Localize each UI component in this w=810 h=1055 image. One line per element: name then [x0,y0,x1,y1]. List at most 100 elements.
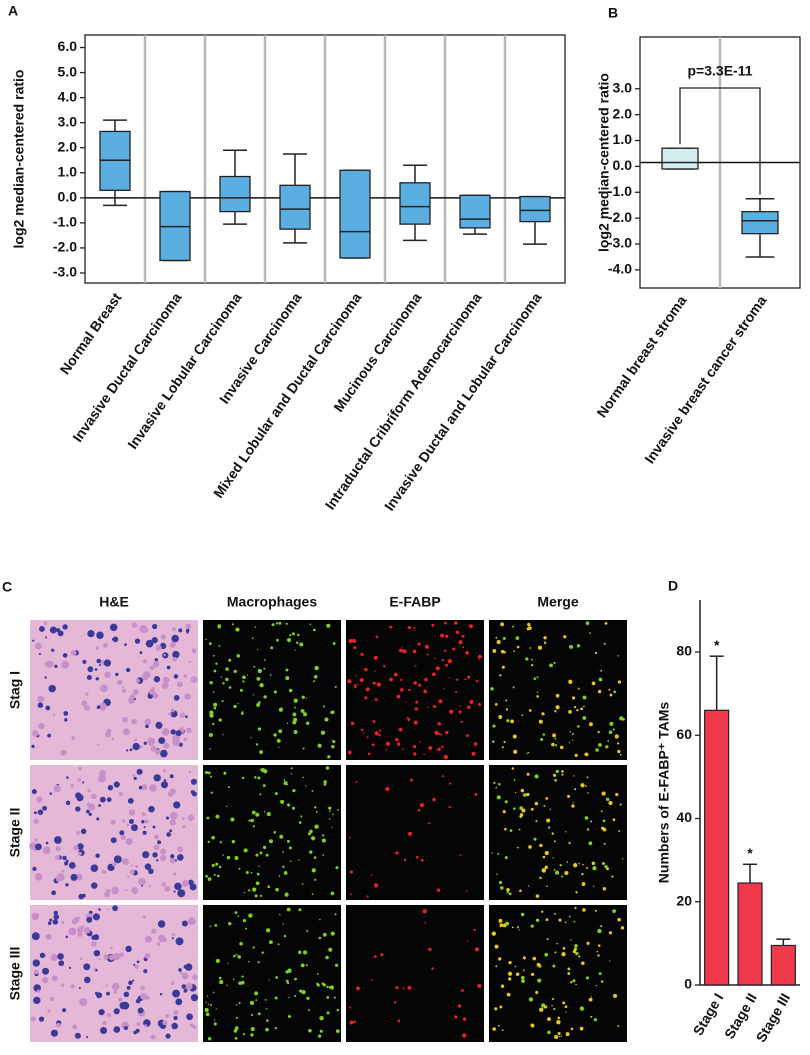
cell [257,727,262,731]
cell [466,890,468,892]
cell [613,993,618,998]
cell [290,773,292,775]
cell [528,997,534,1002]
cell [473,928,476,932]
cell [302,950,308,955]
cell [175,998,183,1006]
cell [385,786,390,792]
cell [165,1033,171,1039]
cell [132,689,139,696]
cell [212,691,215,693]
cell [215,1008,217,1010]
cell [113,1026,121,1033]
cell [160,634,166,640]
cell [65,859,69,863]
cell [143,825,146,829]
cell [457,1004,462,1008]
cell [498,918,503,923]
cell [221,700,224,703]
panel-label: A [8,3,18,19]
cell [527,751,530,754]
panel-label: B [608,5,618,21]
micrograph-bg [203,765,341,900]
cell [445,634,449,638]
box [279,184,311,230]
cell [309,829,313,834]
cell [581,873,584,876]
cell [107,784,114,791]
cell [571,696,576,700]
cell [133,776,137,781]
cell [362,732,365,734]
cell [578,862,580,865]
cell [469,699,474,704]
cell [314,824,319,829]
cell [190,778,198,785]
cell [36,989,41,993]
cell [558,1035,561,1038]
cell [187,917,196,925]
cell [256,702,261,707]
cell [557,1016,561,1020]
cell [588,997,593,1002]
cell [274,792,278,796]
cell [139,625,148,634]
cell [513,779,516,781]
cell [412,744,417,749]
cell [553,840,556,843]
cell [582,716,587,720]
cell [441,659,444,662]
cell [536,676,539,679]
cell [126,985,131,990]
micrograph [489,765,627,900]
cell [63,711,69,716]
cell [47,733,52,738]
cell [190,676,198,683]
cell [259,793,262,796]
cell [438,699,443,704]
cell [414,664,417,667]
cell [520,788,525,793]
cell [322,854,325,856]
cell [454,621,458,625]
cell [55,855,60,860]
cell [192,974,198,980]
cell [294,706,297,709]
cell [34,838,38,842]
cell [292,789,296,793]
cell [218,976,222,980]
cell [154,834,159,840]
cell [491,740,495,743]
cell [250,1013,254,1017]
cell [494,703,498,706]
cell [567,972,571,975]
cell [413,681,417,685]
cell [135,998,141,1004]
cell [123,991,130,998]
cell [441,775,444,778]
cell [169,788,176,795]
cell [555,705,560,710]
cell [172,650,180,659]
cell [326,985,329,989]
cell [169,774,174,779]
cell [257,776,261,780]
cell [327,755,331,759]
cell [238,867,241,870]
cell [601,862,605,865]
cell [252,887,257,892]
cell [576,709,579,712]
cell [360,652,364,657]
cell [316,982,319,986]
cell [307,832,311,836]
micrograph-bg [30,620,198,760]
cell [458,640,463,645]
micrograph [29,765,198,900]
cell [494,944,499,949]
cell [300,709,305,713]
cell [349,1006,352,1009]
cell [130,824,138,832]
cell [32,959,40,967]
cell [185,623,192,630]
cell [577,725,580,728]
